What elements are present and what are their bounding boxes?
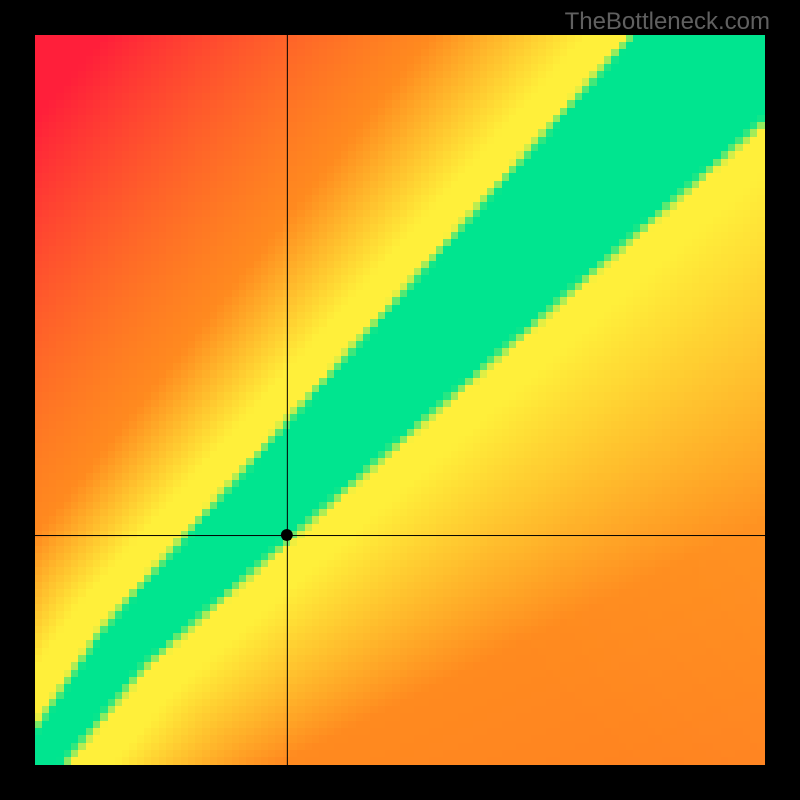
watermark-text: TheBottleneck.com [565,8,770,36]
heatmap-plot [35,35,765,765]
chart-container: TheBottleneck.com [0,0,800,800]
heatmap-canvas [35,35,765,765]
